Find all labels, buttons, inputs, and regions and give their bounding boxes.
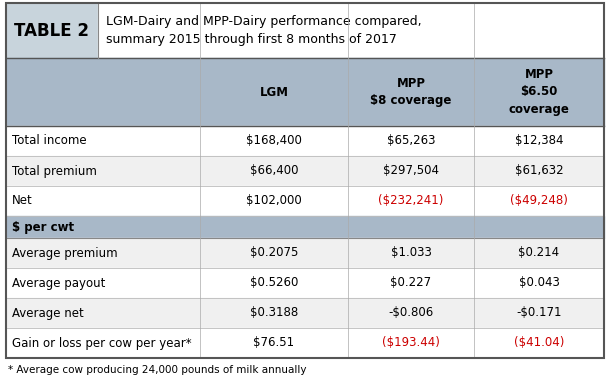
Bar bbox=[6, 298, 604, 328]
Text: $297,504: $297,504 bbox=[383, 165, 439, 177]
Text: ($193.44): ($193.44) bbox=[382, 337, 440, 350]
Bar bbox=[6, 156, 604, 186]
Text: $0.214: $0.214 bbox=[518, 247, 559, 259]
Text: $168,400: $168,400 bbox=[246, 135, 302, 147]
Text: $0.043: $0.043 bbox=[518, 276, 559, 290]
Bar bbox=[6, 216, 604, 238]
Bar bbox=[6, 126, 604, 156]
Text: Total premium: Total premium bbox=[12, 165, 97, 177]
Text: $0.3188: $0.3188 bbox=[250, 306, 298, 320]
Text: $1.033: $1.033 bbox=[390, 247, 431, 259]
Text: ($232,241): ($232,241) bbox=[378, 194, 443, 208]
Text: -$0.171: -$0.171 bbox=[516, 306, 562, 320]
Text: Average payout: Average payout bbox=[12, 276, 106, 290]
Text: $66,400: $66,400 bbox=[249, 165, 298, 177]
Text: $102,000: $102,000 bbox=[246, 194, 302, 208]
Text: $61,632: $61,632 bbox=[515, 165, 563, 177]
Text: * Average cow producing 24,000 pounds of milk annually: * Average cow producing 24,000 pounds of… bbox=[8, 365, 306, 375]
Text: $ per cwt: $ per cwt bbox=[12, 220, 74, 233]
Bar bbox=[6, 3, 98, 58]
Text: LGM: LGM bbox=[259, 85, 289, 99]
Bar bbox=[6, 186, 604, 216]
Bar bbox=[6, 238, 604, 268]
Text: TABLE 2: TABLE 2 bbox=[15, 21, 90, 39]
Text: $0.5260: $0.5260 bbox=[250, 276, 298, 290]
Text: -$0.806: -$0.806 bbox=[389, 306, 434, 320]
Text: ($41.04): ($41.04) bbox=[514, 337, 564, 350]
Bar bbox=[6, 328, 604, 358]
Bar bbox=[98, 3, 604, 58]
Text: Net: Net bbox=[12, 194, 33, 208]
Bar bbox=[6, 268, 604, 298]
Text: MPP
$8 coverage: MPP $8 coverage bbox=[370, 77, 451, 107]
Text: $65,263: $65,263 bbox=[387, 135, 436, 147]
Text: LGM-Dairy and MPP-Dairy performance compared,
summary 2015 through first 8 month: LGM-Dairy and MPP-Dairy performance comp… bbox=[106, 15, 422, 46]
Text: $76.51: $76.51 bbox=[253, 337, 295, 350]
Text: MPP
$6.50
coverage: MPP $6.50 coverage bbox=[509, 68, 570, 115]
Text: $0.2075: $0.2075 bbox=[250, 247, 298, 259]
Text: $12,384: $12,384 bbox=[515, 135, 563, 147]
Text: Gain or loss per cow per year*: Gain or loss per cow per year* bbox=[12, 337, 192, 350]
Text: Total income: Total income bbox=[12, 135, 87, 147]
Text: $0.227: $0.227 bbox=[390, 276, 431, 290]
Text: ($49,248): ($49,248) bbox=[510, 194, 568, 208]
Text: Average net: Average net bbox=[12, 306, 84, 320]
Text: Average premium: Average premium bbox=[12, 247, 118, 259]
Bar bbox=[6, 58, 604, 126]
